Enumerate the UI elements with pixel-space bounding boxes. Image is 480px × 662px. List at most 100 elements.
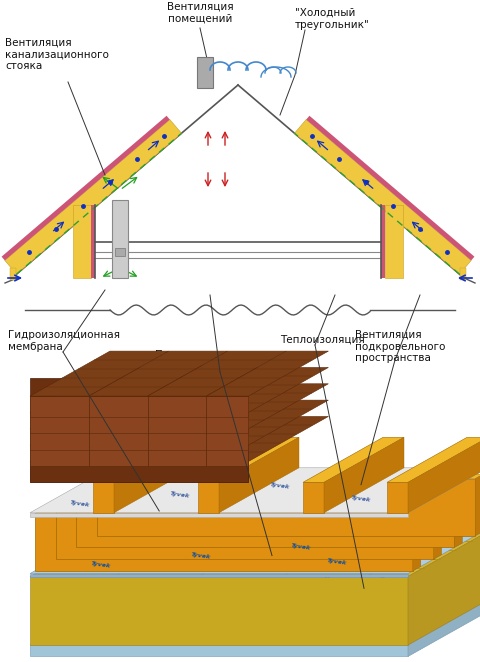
Text: Tyvek: Tyvek: [270, 482, 290, 489]
Text: Гидроизоляционная
мембрана: Гидроизоляционная мембрана: [8, 330, 120, 352]
Polygon shape: [30, 412, 89, 434]
Polygon shape: [76, 491, 455, 547]
Polygon shape: [198, 483, 219, 513]
Bar: [115, 248, 125, 256]
Polygon shape: [56, 502, 433, 559]
Polygon shape: [408, 600, 480, 657]
Polygon shape: [89, 400, 228, 445]
Text: Tyvek: Tyvek: [170, 491, 190, 498]
Polygon shape: [56, 498, 442, 502]
Polygon shape: [303, 438, 404, 483]
Polygon shape: [30, 367, 169, 412]
Polygon shape: [148, 367, 287, 412]
Polygon shape: [148, 396, 206, 417]
Polygon shape: [5, 120, 181, 274]
Polygon shape: [114, 438, 194, 513]
Text: "Холодный
треугольник": "Холодный треугольник": [295, 8, 370, 30]
Polygon shape: [206, 416, 328, 461]
Bar: [385, 205, 403, 278]
Polygon shape: [433, 498, 442, 559]
Polygon shape: [30, 400, 169, 445]
Polygon shape: [148, 461, 206, 483]
Polygon shape: [30, 445, 89, 466]
Polygon shape: [30, 378, 249, 483]
Polygon shape: [198, 438, 299, 483]
Polygon shape: [206, 384, 328, 429]
Polygon shape: [30, 416, 169, 461]
Polygon shape: [148, 416, 287, 461]
Polygon shape: [97, 474, 480, 479]
Polygon shape: [30, 396, 89, 417]
Bar: [73, 205, 91, 278]
Polygon shape: [30, 429, 89, 449]
Bar: [197, 57, 213, 88]
Polygon shape: [30, 351, 169, 396]
Polygon shape: [30, 577, 408, 645]
Text: Теплоизоляция: Теплоизоляция: [280, 335, 365, 345]
Polygon shape: [93, 483, 114, 513]
Polygon shape: [30, 645, 408, 657]
Polygon shape: [89, 412, 148, 434]
Polygon shape: [219, 438, 299, 513]
Text: Вентиляция
подкровельного
пространства: Вентиляция подкровельного пространства: [355, 330, 445, 363]
Polygon shape: [1, 116, 170, 260]
Polygon shape: [413, 509, 421, 571]
Polygon shape: [89, 367, 228, 412]
Polygon shape: [148, 384, 287, 429]
Text: Tyvek: Tyvek: [326, 558, 347, 565]
Bar: [91, 205, 95, 278]
Polygon shape: [206, 351, 328, 396]
Polygon shape: [97, 479, 475, 536]
Text: Tyvek: Tyvek: [191, 551, 211, 559]
Text: Вентиляция
канализационного
стояка: Вентиляция канализационного стояка: [5, 38, 109, 71]
Polygon shape: [206, 445, 249, 466]
Polygon shape: [306, 116, 474, 260]
Polygon shape: [30, 468, 480, 513]
Text: Tyvek: Tyvek: [70, 500, 90, 508]
Polygon shape: [455, 486, 462, 547]
Polygon shape: [295, 120, 471, 274]
Bar: [10, 268, 16, 280]
Polygon shape: [206, 429, 249, 449]
Polygon shape: [30, 573, 408, 577]
Polygon shape: [89, 461, 148, 483]
Polygon shape: [324, 438, 404, 513]
Polygon shape: [387, 483, 408, 513]
Polygon shape: [148, 445, 206, 466]
Polygon shape: [475, 474, 480, 536]
Polygon shape: [206, 396, 249, 417]
Polygon shape: [206, 461, 249, 483]
Polygon shape: [206, 367, 328, 412]
Text: Вентиляция
помещений: Вентиляция помещений: [167, 2, 233, 24]
Polygon shape: [206, 412, 249, 434]
Polygon shape: [30, 513, 408, 516]
Polygon shape: [303, 483, 324, 513]
Polygon shape: [89, 351, 228, 396]
Polygon shape: [148, 400, 287, 445]
Polygon shape: [30, 532, 480, 577]
Bar: [112, 200, 128, 278]
Polygon shape: [30, 461, 89, 483]
Polygon shape: [148, 429, 206, 449]
Text: Tyvek: Tyvek: [351, 495, 371, 503]
Polygon shape: [89, 384, 228, 429]
Polygon shape: [76, 486, 462, 491]
Polygon shape: [89, 396, 148, 417]
Polygon shape: [30, 384, 169, 429]
Polygon shape: [408, 532, 480, 645]
Polygon shape: [30, 528, 480, 573]
Polygon shape: [35, 509, 421, 514]
Text: Tyvek: Tyvek: [91, 561, 111, 568]
Polygon shape: [30, 600, 480, 645]
Text: Пароизоляционная
мембрана: Пароизоляционная мембрана: [155, 350, 261, 371]
Polygon shape: [89, 416, 228, 461]
Polygon shape: [93, 438, 194, 483]
Polygon shape: [89, 429, 148, 449]
Polygon shape: [148, 412, 206, 434]
Polygon shape: [35, 514, 413, 571]
Polygon shape: [408, 438, 480, 513]
Bar: [381, 205, 385, 278]
Polygon shape: [148, 351, 287, 396]
Bar: [460, 268, 466, 280]
Polygon shape: [89, 445, 148, 466]
